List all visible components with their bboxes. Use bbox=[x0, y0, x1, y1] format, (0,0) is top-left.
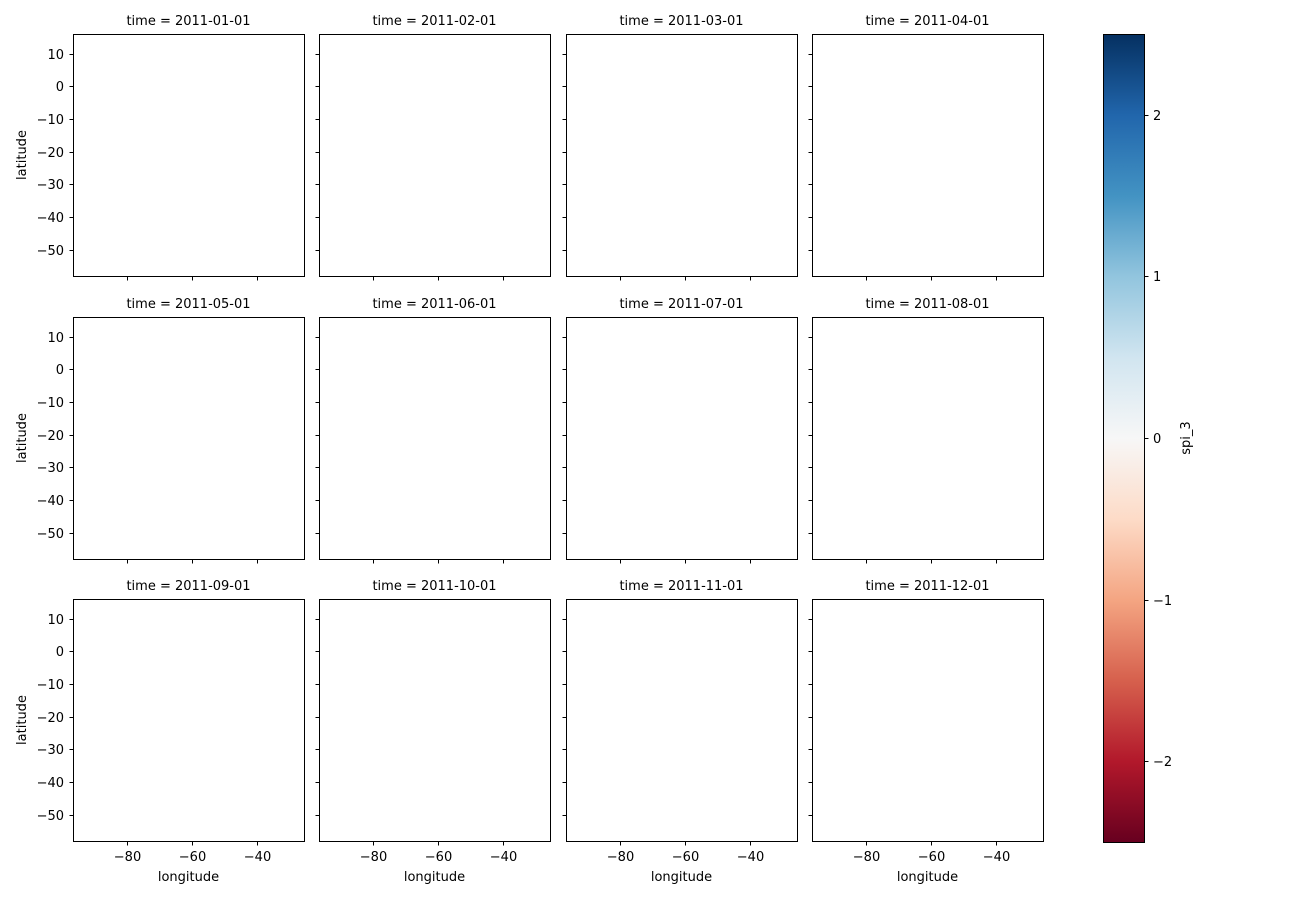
x-tick-label: −80 bbox=[114, 850, 141, 865]
panel-title: time = 2011-03-01 bbox=[619, 14, 743, 29]
x-tick-label: −40 bbox=[737, 850, 764, 865]
y-tick-label: −20 bbox=[37, 429, 64, 444]
facet-panel: time = 2011-08-01 bbox=[808, 297, 1044, 564]
y-tick-label: −50 bbox=[37, 527, 64, 542]
facet-panel: time = 2011-01-01 10 0 −10 −20 −30 −40 −50 latit… bbox=[15, 14, 305, 281]
plot-area bbox=[73, 599, 305, 842]
facet-panel: time = 2011-04-01 bbox=[808, 14, 1044, 281]
facet-panel: time = 2011-11-01 −80 −60 −40 longitude bbox=[562, 579, 798, 885]
x-tick-label: −60 bbox=[672, 850, 699, 865]
y-tick-label: 10 bbox=[47, 613, 64, 628]
colorbar-tick-label: −1 bbox=[1153, 594, 1172, 609]
y-tick-label: −10 bbox=[37, 113, 64, 128]
panel-title: time = 2011-12-01 bbox=[865, 579, 989, 594]
facet-panel: time = 2011-05-01 10 0 −10 −20 −30 −40 −50 latit… bbox=[15, 297, 305, 564]
plot-area bbox=[73, 317, 305, 560]
plot-area bbox=[566, 599, 798, 842]
y-tick-label: −10 bbox=[37, 396, 64, 411]
colorbar-tick-label: 2 bbox=[1153, 109, 1161, 124]
plot-area bbox=[812, 34, 1044, 277]
panel-title: time = 2011-10-01 bbox=[372, 579, 496, 594]
colorbar-tick-label: −2 bbox=[1153, 755, 1172, 770]
y-tick-label: −40 bbox=[37, 776, 64, 791]
colorbar-gradient bbox=[1103, 34, 1145, 843]
facet-panel: time = 2011-07-01 bbox=[562, 297, 798, 564]
y-tick-label: 10 bbox=[47, 48, 64, 63]
x-tick-label: −80 bbox=[607, 850, 634, 865]
plot-area bbox=[73, 34, 305, 277]
y-tick-label: −30 bbox=[37, 461, 64, 476]
colorbar-tick-label: 0 bbox=[1153, 432, 1161, 447]
x-tick-label: −80 bbox=[853, 850, 880, 865]
x-tick-label: −60 bbox=[425, 850, 452, 865]
y-tick-label: 10 bbox=[47, 331, 64, 346]
panel-title: time = 2011-09-01 bbox=[126, 579, 250, 594]
y-tick-label: 0 bbox=[56, 80, 64, 95]
y-tick-label: −30 bbox=[37, 178, 64, 193]
panel-title: time = 2011-08-01 bbox=[865, 297, 989, 312]
y-tick-label: 0 bbox=[56, 363, 64, 378]
y-tick-label: −50 bbox=[37, 244, 64, 259]
facet-panel: time = 2011-03-01 bbox=[562, 14, 798, 281]
plot-area bbox=[319, 317, 551, 560]
x-tick-label: −60 bbox=[918, 850, 945, 865]
y-tick-label: −10 bbox=[37, 678, 64, 693]
y-axis-label: latitude bbox=[15, 695, 30, 745]
facet-panel: time = 2011-02-01 bbox=[315, 14, 551, 281]
plot-area bbox=[566, 34, 798, 277]
x-axis-label: longitude bbox=[404, 870, 465, 885]
y-axis-label: latitude bbox=[15, 130, 30, 180]
facet-panel: time = 2011-12-01 −80 −60 −40 longitude bbox=[808, 579, 1044, 885]
y-tick-label: −30 bbox=[37, 743, 64, 758]
panel-title: time = 2011-05-01 bbox=[126, 297, 250, 312]
facet-panel: time = 2011-06-01 bbox=[315, 297, 551, 564]
y-tick-label: −50 bbox=[37, 809, 64, 824]
panel-title: time = 2011-04-01 bbox=[865, 14, 989, 29]
panel-title: time = 2011-11-01 bbox=[619, 579, 743, 594]
panel-title: time = 2011-06-01 bbox=[372, 297, 496, 312]
plot-area bbox=[812, 317, 1044, 560]
plot-area bbox=[566, 317, 798, 560]
panels-layer: time = 2011-01-01 10 0 −10 −20 −30 −40 −50 latit… bbox=[15, 14, 1044, 885]
x-tick-label: −40 bbox=[983, 850, 1010, 865]
colorbar-tick-label: 1 bbox=[1153, 270, 1161, 285]
x-tick-label: −60 bbox=[179, 850, 206, 865]
plot-area bbox=[319, 599, 551, 842]
facet-panel: time = 2011-10-01 −80 −60 −40 longitude bbox=[315, 579, 551, 885]
colorbar-label: spi_3 bbox=[1179, 421, 1194, 454]
y-axis-label: latitude bbox=[15, 413, 30, 463]
y-tick-label: −40 bbox=[37, 211, 64, 226]
panel-title: time = 2011-07-01 bbox=[619, 297, 743, 312]
y-tick-label: 0 bbox=[56, 645, 64, 660]
x-axis-label: longitude bbox=[897, 870, 958, 885]
panel-title: time = 2011-02-01 bbox=[372, 14, 496, 29]
panel-title: time = 2011-01-01 bbox=[126, 14, 250, 29]
plot-area bbox=[812, 599, 1044, 842]
colorbar: 2 1 0 −1 −2 spi_3 bbox=[1103, 34, 1194, 843]
x-tick-label: −80 bbox=[360, 850, 387, 865]
y-tick-label: −20 bbox=[37, 711, 64, 726]
y-tick-label: −20 bbox=[37, 146, 64, 161]
x-tick-label: −40 bbox=[244, 850, 271, 865]
x-axis-label: longitude bbox=[158, 870, 219, 885]
x-axis-label: longitude bbox=[651, 870, 712, 885]
plot-area bbox=[319, 34, 551, 277]
x-tick-label: −40 bbox=[490, 850, 517, 865]
y-tick-label: −40 bbox=[37, 494, 64, 509]
facet-panel: time = 2011-09-01 10 0 −10 −20 −30 −40 −50 −80 −6… bbox=[15, 579, 305, 885]
